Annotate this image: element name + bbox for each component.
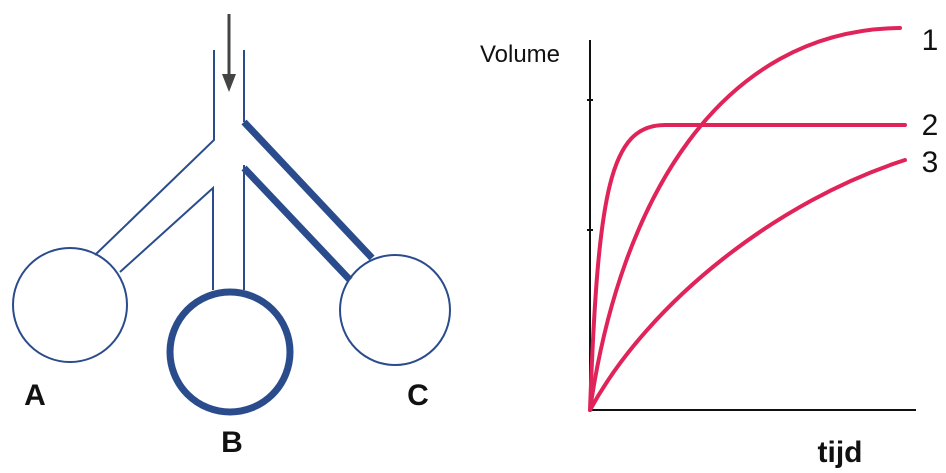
chart: Volume tijd 1 2 3 <box>480 24 938 469</box>
tube-wall-thick <box>241 119 375 261</box>
curve-1 <box>588 26 902 412</box>
lung-model: A B C <box>12 14 451 459</box>
tube-wall <box>94 50 215 256</box>
tube-wall <box>119 185 214 290</box>
alveolus-b <box>166 288 294 416</box>
label-b: B <box>221 426 243 459</box>
tube-wall-thick <box>241 165 353 283</box>
curve-3 <box>588 158 907 412</box>
curve-label: 1 <box>922 24 939 57</box>
label-a: A <box>24 379 46 412</box>
x-axis-label: tijd <box>818 436 863 469</box>
alveolus-a <box>12 247 128 363</box>
curve-label: 3 <box>922 146 939 179</box>
curve-2 <box>588 123 907 412</box>
alveolus-c <box>339 254 451 366</box>
y-axis-label: Volume <box>480 41 560 68</box>
arrow-head <box>222 74 236 92</box>
curve-label: 2 <box>922 109 939 142</box>
label-c: C <box>407 379 429 412</box>
